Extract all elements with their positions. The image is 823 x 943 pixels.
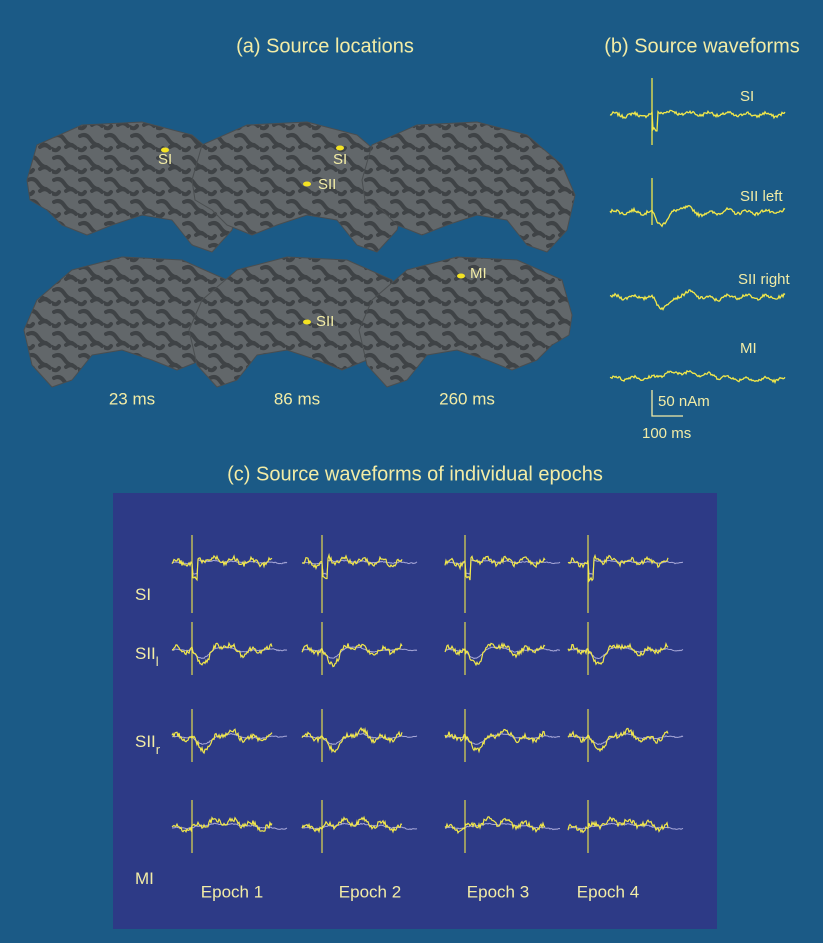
scale-amplitude: 50 nAm (658, 393, 710, 410)
epoch-label: Epoch 1 (201, 882, 263, 901)
source-dot (457, 274, 465, 279)
row-label-text: SII (135, 644, 156, 663)
source-label: SII (316, 313, 334, 330)
source-label: SII (318, 176, 336, 193)
panel-c-background (113, 493, 717, 929)
row-label-text: SI (135, 585, 151, 604)
time-label: 23 ms (109, 389, 155, 408)
panel-a-title: (a) Source locations (236, 35, 414, 57)
figure: (a) Source locations (b) Source waveform… (0, 0, 823, 943)
time-label: 260 ms (439, 389, 495, 408)
trace-label: SI (740, 88, 754, 105)
epoch-label: Epoch 3 (467, 882, 529, 901)
page: (a) Source locations (b) Source waveform… (0, 0, 823, 943)
row-label: SI (135, 585, 151, 604)
row-label-subscript: r (156, 742, 161, 757)
scale-time: 100 ms (642, 425, 691, 442)
source-dot (303, 320, 311, 325)
epoch-label: Epoch 4 (577, 882, 639, 901)
panel-b-title: (b) Source waveforms (604, 35, 800, 57)
row-label-text: SII (135, 732, 156, 751)
row-label-subscript: l (156, 654, 159, 669)
panel-c-title: (c) Source waveforms of individual epoch… (227, 463, 603, 485)
row-label: MI (135, 869, 154, 888)
source-dot (303, 182, 311, 187)
trace-label: SII left (740, 188, 783, 205)
source-label: MI (470, 265, 487, 282)
trace-label: SII right (738, 271, 791, 288)
source-dot (336, 146, 344, 151)
source-label: SI (333, 151, 347, 168)
source-label: SI (158, 151, 172, 168)
row-label-text: MI (135, 869, 154, 888)
epoch-label: Epoch 2 (339, 882, 401, 901)
trace-label: MI (740, 340, 757, 357)
time-label: 86 ms (274, 389, 320, 408)
